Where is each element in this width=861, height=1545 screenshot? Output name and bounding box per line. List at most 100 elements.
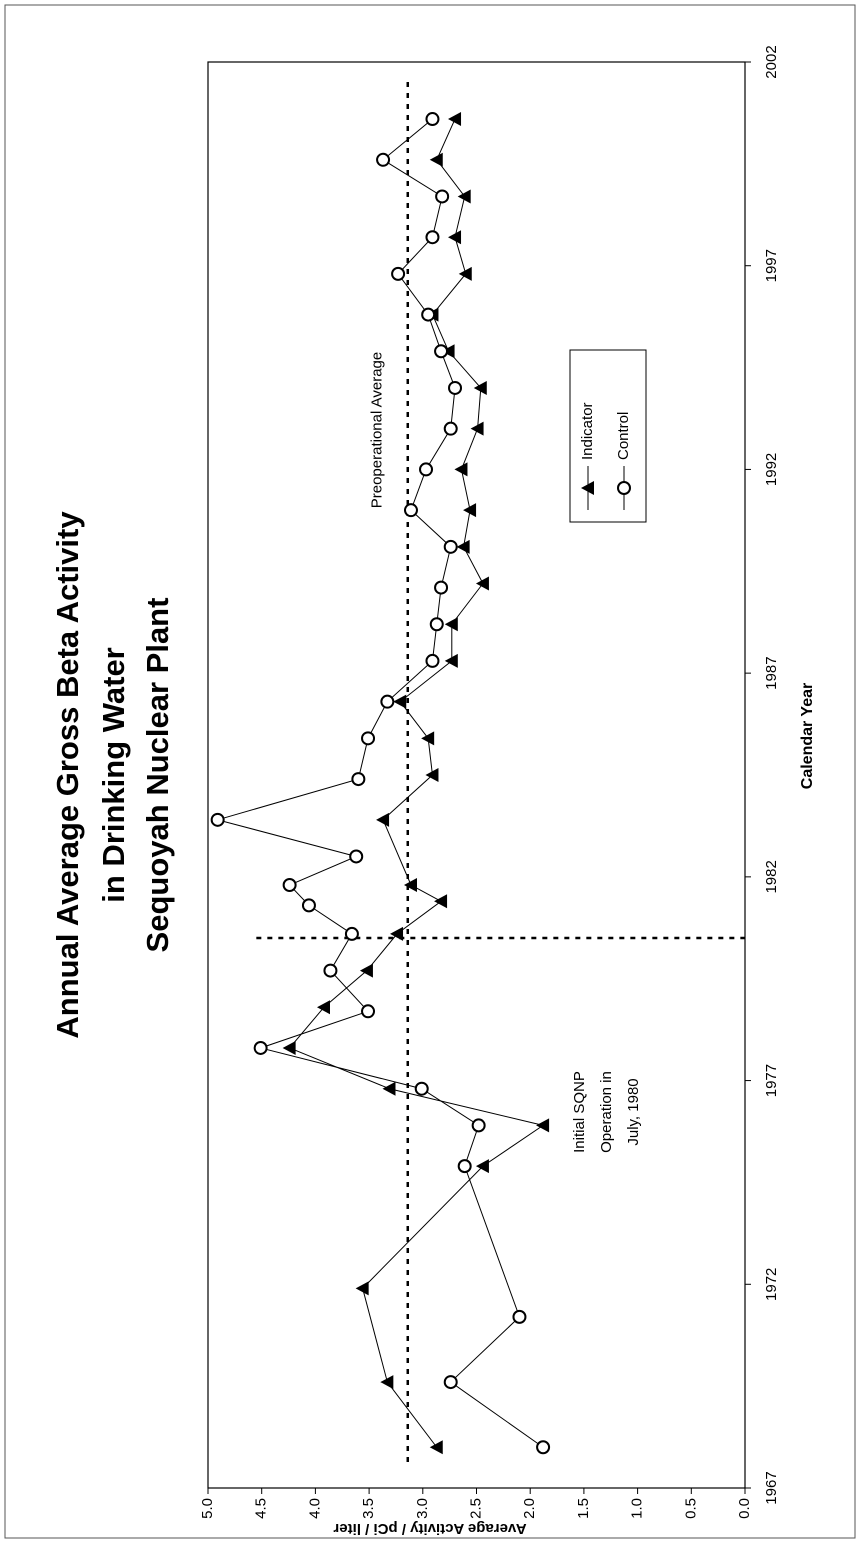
triangle-marker — [470, 421, 484, 436]
circle-marker — [421, 307, 436, 322]
circle-marker — [349, 849, 364, 864]
triangle-marker — [463, 503, 477, 518]
x-tick-label: 1967 — [763, 1471, 780, 1504]
triangle-marker — [444, 653, 458, 668]
circle-marker — [457, 1159, 472, 1174]
circle-marker — [403, 503, 418, 518]
x-axis-label: Calendar Year — [799, 683, 816, 789]
triangle-marker — [393, 694, 407, 709]
triangle-marker — [434, 894, 448, 909]
triangle-marker — [444, 617, 458, 632]
circle-marker — [419, 462, 434, 477]
circle-marker — [425, 230, 440, 245]
y-tick-label: 4.5 — [253, 1498, 270, 1519]
triangle-marker — [380, 1375, 394, 1390]
series-line — [288, 118, 545, 1448]
x-tick-label: 1992 — [763, 453, 780, 486]
circle-marker — [434, 344, 449, 359]
chart-title: Sequoyah Nuclear Plant — [140, 598, 175, 953]
legend-label: Indicator — [579, 402, 596, 460]
circle-marker — [210, 812, 225, 827]
circle-marker — [443, 1375, 458, 1390]
y-tick-label: 0.0 — [736, 1498, 753, 1519]
triangle-marker — [457, 189, 471, 204]
triangle-marker — [473, 380, 487, 395]
triangle-marker — [355, 1281, 369, 1296]
triangle-marker — [382, 1081, 396, 1096]
annotation: Operation in — [598, 1071, 615, 1153]
circle-marker — [617, 481, 631, 495]
legend-box — [569, 349, 647, 523]
triangle-marker — [429, 1440, 443, 1455]
circle-marker — [443, 421, 458, 436]
y-tick-label: 1.0 — [629, 1498, 646, 1519]
circle-marker — [361, 731, 376, 746]
triangle-marker — [376, 812, 390, 827]
y-tick-label: 3.5 — [360, 1498, 377, 1519]
triangle-marker — [581, 481, 594, 495]
triangle-marker — [456, 539, 470, 554]
triangle-marker — [425, 768, 439, 782]
circle-marker — [361, 1004, 376, 1019]
triangle-marker — [441, 344, 455, 359]
y-tick-label: 3.0 — [414, 1498, 431, 1519]
triangle-marker — [316, 1000, 330, 1015]
circle-marker — [435, 189, 450, 204]
triangle-marker — [475, 1159, 489, 1174]
x-tick-label: 1987 — [763, 656, 780, 689]
circle-marker — [425, 653, 440, 668]
y-tick-label: 4.0 — [306, 1498, 323, 1519]
circle-marker — [323, 963, 338, 978]
plot-area — [207, 61, 746, 1489]
chart-title: Annual Average Gross Beta Activity — [50, 511, 85, 1039]
circle-marker — [434, 580, 449, 595]
y-tick-label: 2.0 — [521, 1498, 538, 1519]
triangle-marker — [448, 112, 462, 127]
y-tick-label: 0.5 — [682, 1498, 699, 1519]
triangle-marker — [359, 963, 373, 978]
triangle-marker — [403, 878, 417, 893]
circle-marker — [414, 1081, 429, 1096]
circle-marker — [301, 898, 316, 913]
circle-marker — [536, 1440, 551, 1455]
circle-marker — [429, 617, 444, 632]
legend-label: Control — [615, 412, 632, 460]
x-tick-label: 1997 — [763, 249, 780, 282]
triangle-marker — [536, 1118, 550, 1133]
y-tick-label: 1.5 — [575, 1498, 592, 1519]
annotation: July, 1980 — [625, 1078, 642, 1145]
circle-marker — [282, 878, 297, 893]
triangle-marker — [282, 1040, 296, 1055]
circle-marker — [512, 1309, 527, 1324]
circle-marker — [471, 1118, 486, 1133]
triangle-marker — [429, 152, 443, 167]
annotation: Preoperational Average — [369, 352, 386, 509]
x-tick-label: 1977 — [763, 1064, 780, 1097]
circle-marker — [376, 152, 391, 167]
circle-marker — [391, 266, 406, 281]
y-axis-label: Average Activity / pCi / liter — [333, 1520, 526, 1537]
y-tick-label: 5.0 — [199, 1498, 216, 1519]
chart-title: in Drinking Water — [96, 647, 131, 902]
triangle-marker — [458, 266, 472, 281]
triangle-marker — [475, 576, 489, 591]
triangle-marker — [421, 731, 435, 746]
x-tick-label: 2002 — [763, 45, 780, 78]
circle-marker — [351, 772, 366, 787]
triangle-marker — [454, 462, 468, 477]
annotation: Initial SQNP — [571, 1071, 588, 1153]
circle-marker — [253, 1040, 268, 1055]
x-tick-label: 1982 — [763, 860, 780, 893]
circle-marker — [443, 539, 458, 554]
frame — [4, 4, 856, 1539]
circle-marker — [380, 694, 395, 709]
series-line — [215, 118, 544, 1448]
circle-marker — [448, 380, 463, 395]
triangle-marker — [390, 926, 404, 941]
triangle-marker — [448, 230, 462, 245]
x-tick-label: 1972 — [763, 1268, 780, 1301]
circle-marker — [425, 112, 440, 127]
y-tick-label: 2.5 — [467, 1498, 484, 1519]
